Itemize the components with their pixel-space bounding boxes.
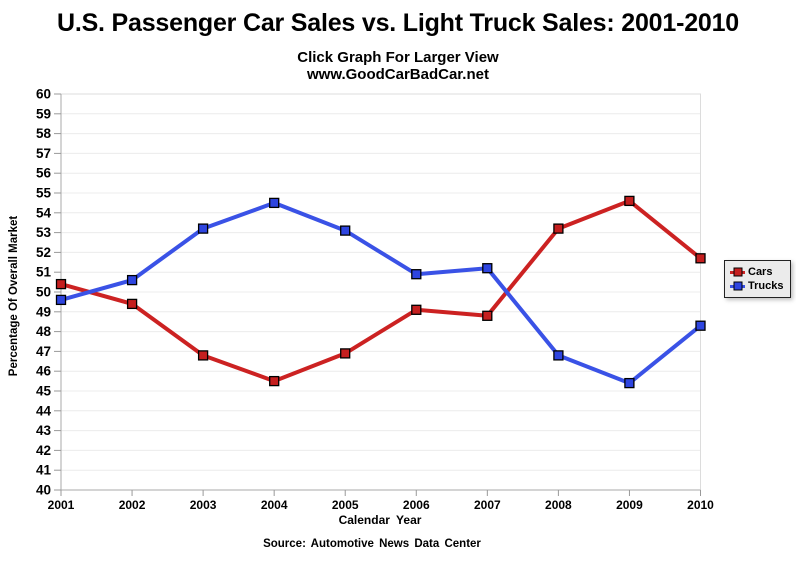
y-tick-label: 49 <box>36 304 51 319</box>
y-axis-title: Percentage Of Overall Market <box>8 215 20 377</box>
y-tick-label: 44 <box>36 403 52 418</box>
trucks-marker-2002 <box>126 274 138 286</box>
chart-title: U.S. Passenger Car Sales vs. Light Truck… <box>56 9 740 37</box>
y-tick-label: 48 <box>36 324 52 339</box>
trucks-marker-2006 <box>411 269 422 280</box>
trucks-marker-2001 <box>55 294 67 306</box>
y-tick-label: 41 <box>36 463 52 478</box>
cars-marker-2002 <box>126 298 138 310</box>
x-tick-label: 2010 <box>687 498 714 512</box>
y-tick-label: 47 <box>36 344 51 359</box>
cars-marker-2006 <box>411 304 422 315</box>
y-tick-label: 46 <box>36 364 52 379</box>
trucks-marker-2010 <box>695 320 706 331</box>
cars-legend-marker <box>730 267 745 277</box>
cars-marker-2008 <box>553 223 564 234</box>
legend-item-trucks: Trucks <box>730 279 783 293</box>
x-tick-label: 2009 <box>616 498 643 512</box>
trucks-marker-2005 <box>340 225 351 236</box>
cars-marker-2007 <box>482 310 493 321</box>
cars-marker-2010 <box>695 253 706 264</box>
x-tick-label: 2006 <box>403 498 430 512</box>
x-tick-label: 2008 <box>545 498 572 512</box>
y-tick-label: 42 <box>36 443 51 458</box>
cars-marker-2001 <box>55 278 67 290</box>
cars-marker-2004 <box>269 375 280 387</box>
trucks-marker-2004 <box>269 197 280 209</box>
y-tick-label: 56 <box>36 166 52 181</box>
x-tick-label: 2007 <box>474 498 501 512</box>
y-tick-label: 53 <box>36 225 52 240</box>
y-tick-label: 45 <box>36 384 52 399</box>
y-tick-label: 51 <box>36 265 52 280</box>
cars-marker-2005 <box>340 348 351 359</box>
source-note: Source: Automotive News Data Center <box>263 538 481 550</box>
y-tick-label: 50 <box>36 285 51 300</box>
x-tick-label: 2001 <box>48 498 75 512</box>
y-tick-label: 40 <box>36 483 51 498</box>
x-tick-label: 2004 <box>261 498 288 512</box>
x-tick-label: 2002 <box>119 498 146 512</box>
trucks-marker-2008 <box>553 350 564 361</box>
y-tick-label: 57 <box>36 146 51 161</box>
y-tick-label: 60 <box>36 87 51 102</box>
cars-legend-marker-square <box>733 267 742 277</box>
y-tick-label: 59 <box>36 106 51 121</box>
trucks-legend-marker-square <box>733 281 742 291</box>
x-tick-label: 2003 <box>190 498 217 512</box>
legend: Cars Trucks <box>724 260 792 298</box>
cars-line <box>59 198 703 384</box>
legend-item-cars: Cars <box>730 265 783 279</box>
trucks-marker-2007 <box>482 263 493 274</box>
trucks-marker-2009 <box>624 377 635 389</box>
x-tick-label: 2005 <box>332 498 359 512</box>
trucks-legend-marker <box>730 281 745 291</box>
trucks-line <box>59 200 703 386</box>
subtitle-click-note: Click Graph For Larger View <box>297 49 499 66</box>
trucks-marker-2003 <box>197 223 209 234</box>
legend-label-cars: Cars <box>748 266 773 278</box>
subtitle-website: www.GoodCarBadCar.net <box>307 66 489 83</box>
cars-marker-2009 <box>624 195 635 207</box>
x-axis-title: Calendar Year <box>338 513 422 527</box>
y-tick-label: 43 <box>36 423 52 438</box>
legend-label-trucks: Trucks <box>748 280 784 292</box>
y-tick-label: 58 <box>36 126 52 141</box>
y-tick-label: 52 <box>36 245 51 260</box>
y-tick-label: 54 <box>36 205 52 220</box>
cars-marker-2003 <box>197 350 209 361</box>
y-tick-label: 55 <box>36 186 52 201</box>
